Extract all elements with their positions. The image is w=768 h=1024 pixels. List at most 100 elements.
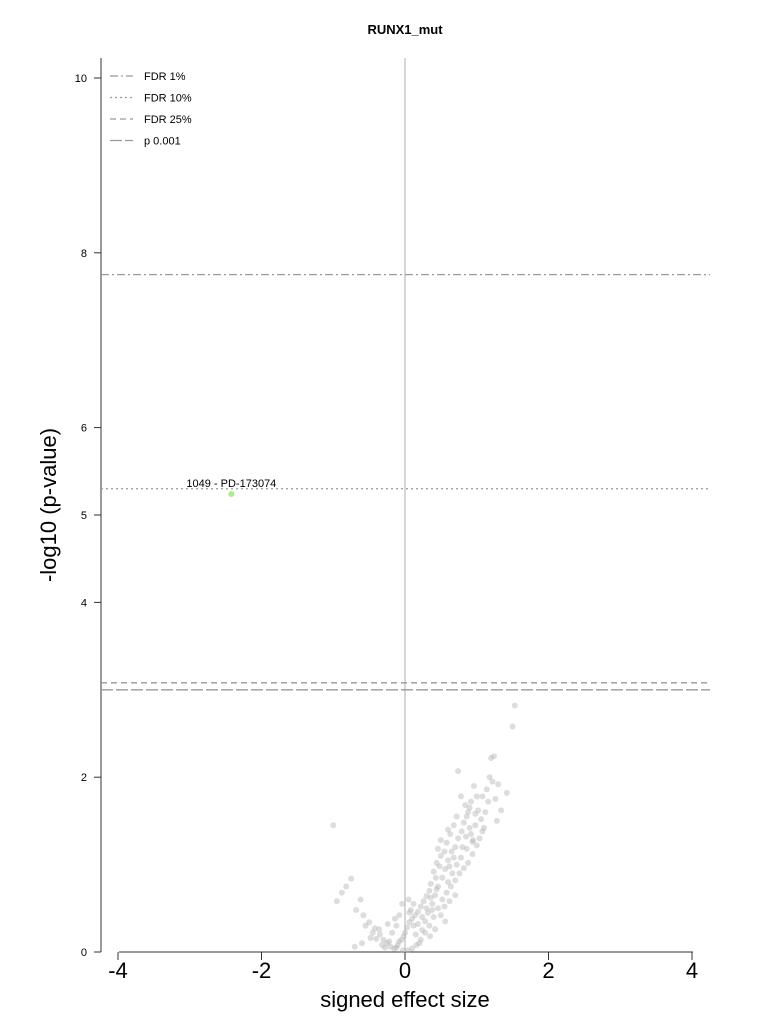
- y-tick-label: 4: [81, 597, 87, 609]
- data-point: [429, 907, 436, 914]
- data-point: [456, 870, 463, 877]
- data-point: [452, 844, 459, 851]
- data-point: [480, 824, 487, 831]
- data-point: [453, 861, 460, 868]
- data-point: [376, 926, 383, 933]
- data-point: [485, 798, 492, 805]
- x-axis-ticks: -4 -2 0 2 4: [108, 952, 698, 983]
- data-point: [426, 887, 433, 894]
- data-point: [486, 774, 493, 781]
- data-point: [439, 896, 446, 903]
- data-point: [469, 838, 476, 845]
- data-point: [457, 854, 464, 861]
- data-point: [423, 893, 430, 900]
- y-tick-label: 6: [81, 423, 87, 435]
- data-point: [452, 892, 459, 899]
- data-point: [443, 889, 450, 896]
- data-point: [330, 822, 337, 829]
- data-point: [443, 839, 450, 846]
- data-point: [396, 912, 403, 919]
- data-point: [413, 942, 420, 949]
- chart-title: RUNX1_mut: [367, 22, 443, 37]
- data-point: [409, 915, 416, 922]
- legend-label: FDR 25%: [144, 114, 192, 126]
- data-point: [348, 875, 355, 882]
- data-point: [432, 926, 439, 933]
- y-tick-label: 8: [81, 248, 87, 260]
- data-point: [475, 807, 482, 814]
- x-tick-label: -2: [252, 958, 272, 983]
- data-point: [445, 826, 452, 833]
- data-point: [470, 837, 477, 844]
- data-point: [400, 933, 407, 940]
- data-point: [455, 835, 462, 842]
- data-point: [369, 929, 376, 936]
- data-point: [360, 912, 367, 919]
- data-point: [460, 865, 467, 872]
- data-point: [386, 938, 393, 945]
- x-tick-label: 2: [542, 958, 554, 983]
- data-point: [410, 922, 417, 929]
- reference-lines: [101, 273, 710, 691]
- data-point: [432, 892, 439, 899]
- data-point: [422, 929, 429, 936]
- data-point: [358, 940, 365, 947]
- data-point: [442, 918, 449, 925]
- data-point: [472, 822, 479, 829]
- data-point: [473, 793, 480, 800]
- data-point: [476, 835, 483, 842]
- data-point: [399, 947, 406, 954]
- data-point: [396, 938, 403, 945]
- data-point: [449, 870, 456, 877]
- data-point: [437, 837, 444, 844]
- data-point: [381, 944, 388, 951]
- x-axis-label: signed effect size: [320, 987, 490, 1012]
- data-point: [373, 935, 380, 942]
- data-point: [433, 886, 440, 893]
- x-tick-label: 0: [399, 958, 411, 983]
- data-point: [414, 908, 421, 915]
- data-point: [453, 813, 460, 820]
- data-point: [420, 898, 427, 905]
- data-point: [468, 831, 475, 838]
- data-point: [357, 896, 364, 903]
- data-point: [459, 844, 466, 851]
- data-point: [462, 833, 469, 840]
- data-point: [367, 935, 374, 942]
- data-point: [384, 921, 391, 928]
- data-point: [511, 702, 518, 709]
- data-point: [426, 922, 433, 929]
- data-point: [391, 915, 398, 922]
- data-point: [450, 822, 457, 829]
- data-point: [460, 819, 467, 826]
- data-point: [417, 903, 424, 910]
- data-point: [419, 914, 426, 921]
- data-point: [424, 909, 431, 916]
- data-point: [410, 900, 417, 907]
- data-point: [409, 945, 416, 952]
- data-point: [376, 931, 383, 938]
- legend-label: p 0.001: [144, 136, 181, 148]
- data-point: [371, 925, 378, 932]
- data-point: [338, 889, 345, 896]
- data-point: [441, 848, 448, 855]
- highlighted-point-label: 1049 - PD-173074: [186, 478, 276, 490]
- legend-label: FDR 10%: [144, 93, 192, 105]
- data-point: [394, 942, 401, 949]
- data-point: [463, 845, 470, 852]
- data-point: [458, 828, 465, 835]
- x-tick-label: 4: [686, 958, 698, 983]
- data-point: [470, 782, 477, 789]
- data-point: [483, 786, 490, 793]
- data-point: [437, 912, 444, 919]
- y-tick-label: 0: [81, 947, 87, 959]
- data-point: [417, 936, 424, 943]
- data-point: [406, 909, 413, 916]
- data-point: [482, 809, 489, 816]
- data-point: [441, 903, 448, 910]
- data-point: [446, 863, 453, 870]
- data-point: [473, 842, 480, 849]
- data-point: [404, 924, 411, 931]
- data-point: [333, 898, 340, 905]
